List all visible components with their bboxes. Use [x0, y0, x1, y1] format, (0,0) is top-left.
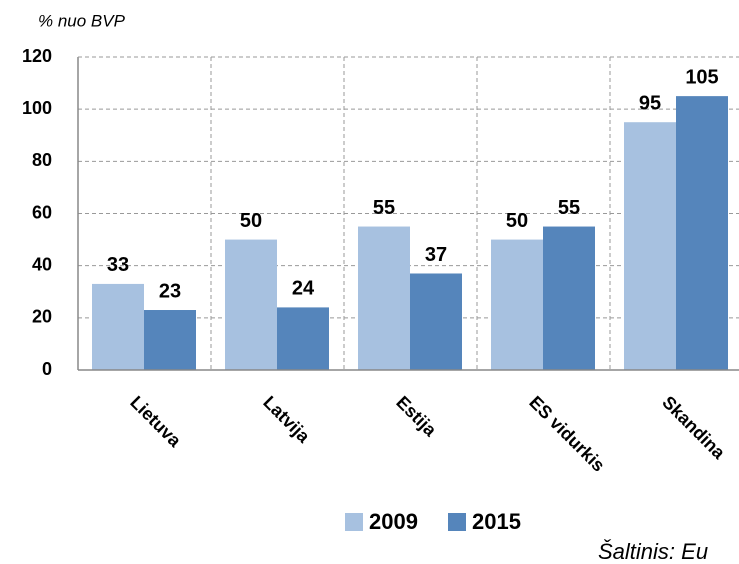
- data-label: 105: [685, 66, 718, 88]
- x-tick-label: Skandina: [658, 392, 729, 463]
- data-label: 50: [506, 210, 528, 232]
- data-label: 33: [107, 254, 129, 276]
- legend-label: 2009: [369, 509, 418, 534]
- legend-swatch: [345, 513, 363, 531]
- data-label: 50: [240, 210, 262, 232]
- data-label: 55: [558, 197, 580, 219]
- bar: [410, 273, 462, 370]
- bar: [92, 283, 144, 370]
- y-tick-label: 80: [32, 150, 52, 170]
- y-tick-label: 0: [42, 359, 52, 379]
- data-label: 37: [425, 244, 447, 266]
- bar: [624, 122, 676, 370]
- bar: [676, 96, 728, 370]
- y-tick-label: 60: [32, 202, 52, 222]
- bar: [144, 310, 196, 370]
- x-tick-label: Estija: [392, 392, 441, 441]
- data-label: 23: [159, 280, 181, 302]
- bar: [277, 307, 329, 370]
- data-label: 95: [639, 92, 661, 114]
- y-axis-title: % nuo BVP: [38, 11, 126, 30]
- bar: [225, 239, 277, 370]
- legend-swatch: [448, 513, 466, 531]
- y-tick-label: 100: [22, 98, 52, 118]
- data-label: 55: [373, 197, 395, 219]
- bar: [358, 226, 410, 370]
- bar: [491, 239, 543, 370]
- y-tick-label: 40: [32, 254, 52, 274]
- y-tick-label: 20: [32, 307, 52, 327]
- x-tick-label: ES vidurkis: [525, 392, 608, 475]
- x-tick-label: Latvija: [259, 392, 314, 447]
- data-label: 24: [292, 278, 315, 300]
- legend-label: 2015: [472, 509, 521, 534]
- bar: [543, 226, 595, 370]
- x-tick-label: Lietuva: [126, 392, 185, 451]
- y-tick-label: 120: [22, 46, 52, 66]
- source-note: Šaltinis: Eu: [598, 539, 708, 564]
